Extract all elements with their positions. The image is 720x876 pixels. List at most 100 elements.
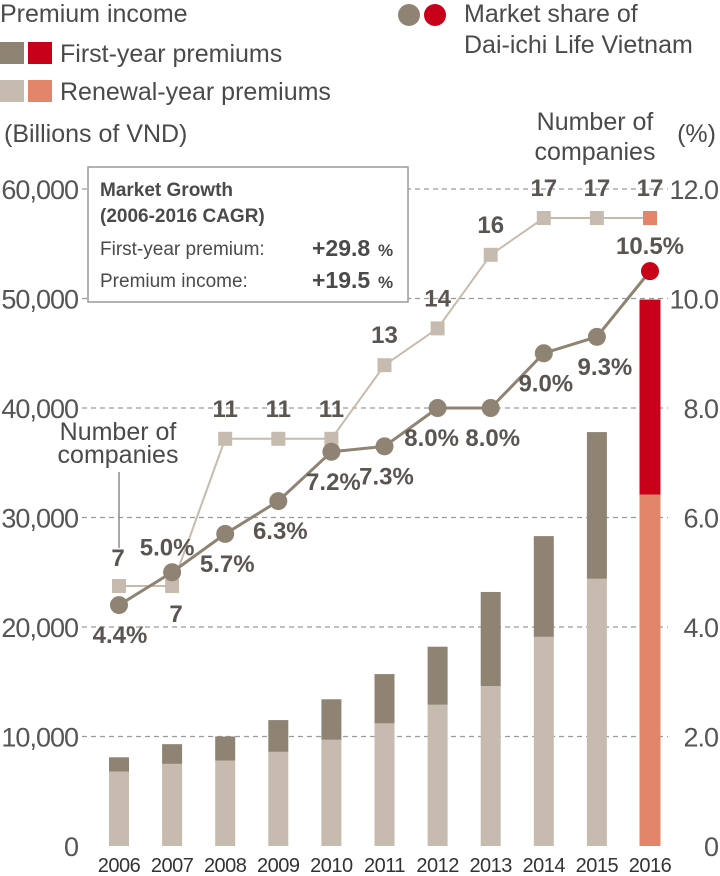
- legend: Premium income First-year premiums Renew…: [0, 0, 693, 106]
- bars: [109, 299, 661, 846]
- year-label: 2008: [204, 855, 247, 876]
- bar-renewal-year: [215, 760, 236, 846]
- companies-marker: [589, 211, 604, 225]
- bar-first-year: [321, 699, 342, 740]
- right-tick-label: 6.0: [683, 504, 718, 534]
- market-share-label: 5.0%: [140, 534, 195, 561]
- companies-label: 17: [584, 175, 611, 202]
- companies-marker: [643, 211, 657, 225]
- market-share-label: 9.0%: [518, 370, 573, 397]
- bar-first-year: [533, 536, 554, 637]
- market-growth-box: Market Growth (2006-2016 CAGR) First-yea…: [87, 166, 409, 303]
- premium-income-cagr-pct: %: [378, 273, 393, 292]
- market-share-marker: [641, 262, 659, 281]
- legend-swatch-first-year-highlight: [28, 42, 52, 64]
- market-share-marker: [534, 344, 553, 363]
- companies-label: 13: [371, 322, 398, 349]
- market-share-label: 9.3%: [578, 354, 633, 381]
- market-growth-box-frame: [87, 166, 409, 303]
- year-label: 2007: [151, 855, 194, 876]
- left-tick-label: 30,000: [1, 504, 78, 534]
- legend-share-marker-highlight: [424, 4, 446, 26]
- premium-income-cagr-value: +19.5: [312, 267, 370, 293]
- bar-first-year: [639, 299, 661, 495]
- market-growth-subtitle: (2006-2016 CAGR): [100, 206, 265, 227]
- legend-swatch-renewal-year: [0, 80, 24, 102]
- right-tick-label: 10.0: [669, 285, 718, 315]
- bar-first-year: [374, 674, 395, 724]
- companies-marker: [430, 321, 445, 336]
- year-labels: 2006 2007 2008 2009 2010 2011 2012 2013 2014 2015…: [98, 855, 672, 876]
- right-tick-label: 2.0: [683, 723, 718, 753]
- left-tick-label: 50,000: [1, 285, 78, 315]
- right-tick-label: 4.0: [683, 613, 718, 643]
- bar-renewal-year: [162, 763, 183, 846]
- bar-renewal-year: [268, 751, 289, 846]
- bar-first-year: [586, 432, 607, 579]
- market-share-marker: [163, 563, 182, 582]
- bar-first-year: [109, 757, 129, 772]
- market-share-series: 4.4% 5.0%5.7% 6.3% 7.2%7.3% 8.0% 8.0% 9.0%9.3%…: [93, 233, 684, 649]
- companies-label: 11: [319, 396, 344, 423]
- gridlines: [82, 188, 668, 738]
- bar-first-year: [162, 744, 183, 764]
- companies-label: 11: [213, 396, 238, 423]
- left-axis-title: (Billions of VND): [4, 120, 187, 148]
- right-axis-count-title: Number of: [537, 108, 654, 136]
- year-label: 2010: [310, 855, 353, 876]
- bar-renewal-year: [480, 686, 501, 846]
- first-year-cagr-value: +29.8: [312, 235, 370, 261]
- right-axis-ticks: 0 2.0 4.0 6.0 8.0 10.0 12.0: [669, 175, 719, 862]
- bar-renewal-year: [427, 704, 448, 846]
- bar-first-year: [427, 646, 448, 705]
- market-share-marker: [322, 442, 341, 461]
- bar-renewal-year: [374, 723, 395, 846]
- bar-renewal-year: [321, 739, 342, 846]
- right-tick-label: 12.0: [669, 175, 718, 205]
- year-label: 2013: [469, 855, 512, 876]
- first-year-cagr-label: First-year premium:: [100, 239, 265, 260]
- right-tick-label: 8.0: [683, 394, 718, 424]
- right-axis-count-title-line2: companies: [535, 138, 656, 166]
- market-share-marker: [428, 399, 447, 417]
- companies-marker: [112, 579, 126, 593]
- market-share-marker: [481, 399, 500, 417]
- first-year-cagr-pct: %: [378, 241, 393, 260]
- legend-swatch-first-year: [0, 42, 24, 64]
- market-share-marker: [269, 492, 288, 511]
- year-label: 2012: [416, 855, 459, 876]
- companies-marker: [536, 211, 551, 225]
- market-share-label: 8.0%: [404, 425, 459, 452]
- companies-marker: [218, 431, 233, 446]
- companies-label: 11: [266, 396, 291, 423]
- right-axis-title: (%): [677, 120, 716, 148]
- companies-label: 16: [477, 212, 504, 239]
- year-label: 2015: [576, 855, 619, 876]
- companies-annotation-line2: companies: [58, 441, 179, 469]
- companies-marker: [271, 431, 286, 446]
- legend-renewal-year-label: Renewal-year premiums: [60, 78, 331, 106]
- year-label: 2006: [98, 855, 141, 876]
- market-share-label: 8.0%: [465, 425, 520, 452]
- legend-market-share-label: Market share of: [464, 0, 638, 28]
- market-share-label: 6.3%: [253, 518, 308, 545]
- legend-first-year-label: First-year premiums: [60, 40, 282, 68]
- companies-marker: [377, 358, 392, 373]
- market-share-label: 10.5%: [616, 233, 684, 260]
- market-share-marker: [375, 437, 394, 456]
- bar-renewal-year: [533, 636, 554, 846]
- left-axis-ticks: 0 10,000 20,000 30,000 40,000 50,000 60,000: [1, 175, 79, 862]
- market-growth-title: Market Growth: [100, 180, 233, 201]
- bar-first-year: [215, 736, 236, 761]
- bar-renewal-year: [109, 771, 129, 846]
- market-share-marker: [216, 524, 235, 543]
- companies-label: 17: [637, 175, 664, 202]
- legend-market-share-label-line2: Dai-ichi Life Vietnam: [464, 31, 693, 59]
- bar-first-year: [268, 720, 289, 752]
- companies-marker: [483, 247, 498, 262]
- companies-series: 7 7 11 11 11 13 14 16 17 17 17: [111, 175, 663, 628]
- year-label: 2011: [364, 855, 405, 876]
- market-share-label: 4.4%: [93, 622, 148, 649]
- companies-marker: [165, 579, 180, 593]
